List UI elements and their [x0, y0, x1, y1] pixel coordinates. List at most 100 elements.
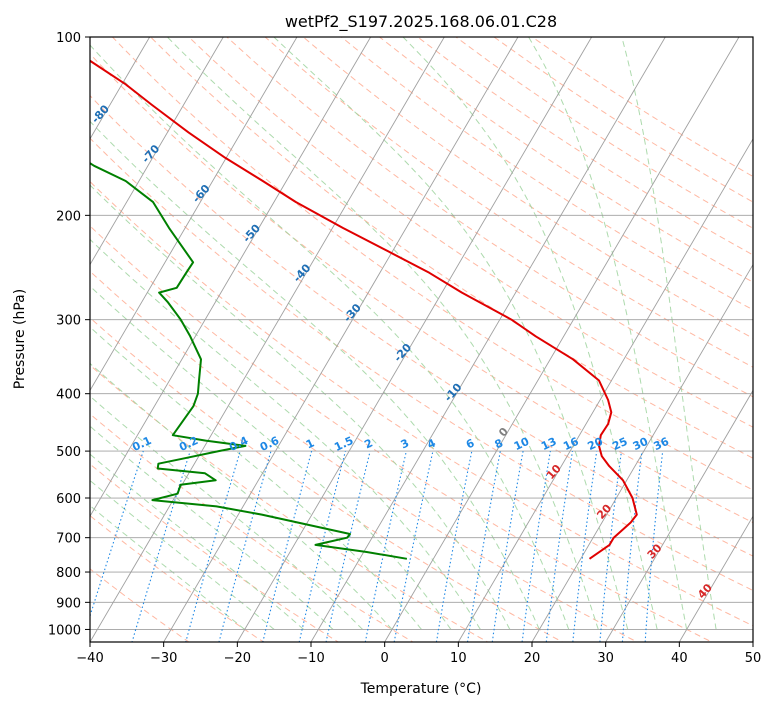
mixing-ratio-label: 16 — [561, 435, 581, 453]
chart-title: wetPf2_S197.2025.168.06.01.C28 — [285, 12, 557, 32]
dry-adiabat-line — [416, 37, 753, 256]
y-tick-label: 900 — [56, 596, 81, 611]
dry-adiabat-line — [264, 37, 753, 368]
isotherm-line — [310, 37, 666, 642]
isotherm-label: -40 — [291, 261, 314, 285]
x-tick-label: −40 — [76, 651, 103, 666]
isotherm-label: -60 — [190, 182, 213, 206]
mixing-ratio-line — [545, 451, 574, 642]
moist-adiabat-line — [402, 37, 658, 630]
isotherm-label: 40 — [695, 581, 715, 601]
moist-adiabat-line — [90, 505, 245, 630]
x-tick-label: −20 — [224, 651, 251, 666]
isotherm-line — [457, 137, 753, 642]
isotherm-line — [384, 37, 740, 642]
y-tick-label: 700 — [56, 532, 81, 547]
x-axis: −40 −30 −20 −10 0 10 20 30 40 50 — [76, 642, 761, 666]
isotherm-line — [531, 263, 753, 642]
dry-adiabat-line — [90, 270, 639, 642]
dry-adiabat-line — [90, 568, 190, 642]
mixing-ratio-label: 2 — [362, 436, 374, 451]
sounding-profiles — [90, 59, 638, 560]
mixing-ratio-line — [393, 450, 434, 642]
dry-adiabat-line — [226, 37, 753, 398]
dry-adiabat-line — [302, 37, 753, 339]
isotherm-line — [90, 37, 445, 642]
isotherm-line — [163, 37, 519, 642]
isotherm-label: -80 — [89, 102, 112, 126]
mixing-ratio-line — [466, 451, 501, 642]
isotherm-label: -10 — [442, 380, 465, 404]
mixing-ratio-line — [599, 451, 622, 642]
dry-adiabats — [90, 37, 753, 642]
dry-adiabat-line — [111, 37, 753, 491]
isobars — [90, 37, 753, 630]
y-tick-label: 100 — [56, 31, 81, 46]
x-tick-label: 30 — [597, 651, 614, 666]
mixing-ratio-line — [364, 450, 407, 642]
moist-adiabat-line — [166, 37, 599, 630]
x-tick-label: 20 — [524, 651, 541, 666]
moist-adiabat-line — [90, 326, 422, 630]
x-tick-label: 0 — [381, 651, 389, 666]
dry-adiabat-line — [493, 37, 753, 203]
isotherm-line — [90, 37, 372, 518]
y-tick-label: 600 — [56, 492, 81, 507]
x-tick-label: 50 — [745, 651, 762, 666]
isotherm-line — [236, 37, 593, 642]
moist-adiabat-line — [90, 285, 452, 630]
dry-adiabat-line — [90, 364, 489, 642]
moist-adiabat-line — [90, 238, 481, 630]
isotherm-label: -50 — [240, 221, 263, 245]
plot-frame — [89, 36, 754, 643]
mixing-ratio-label: 10 — [512, 435, 532, 453]
mixing-ratio-label: 13 — [539, 435, 558, 453]
mixing-ratio-line — [218, 450, 272, 642]
mixing-ratio-label: 4 — [425, 436, 438, 451]
isotherm-label: 20 — [594, 501, 614, 521]
mixing-ratio-line — [572, 451, 598, 642]
isotherm-line — [605, 389, 753, 642]
moist-adiabat-line — [273, 37, 629, 630]
isotherm-line — [678, 515, 753, 642]
mixing-ratio-line — [435, 450, 473, 642]
x-tick-label: −30 — [150, 651, 177, 666]
isotherm-line — [0, 37, 2, 642]
moist-adiabat-line — [528, 37, 688, 630]
mixing-ratio-line — [644, 451, 664, 642]
moist-adiabat-line — [621, 37, 717, 630]
dry-adiabat-line — [378, 37, 753, 283]
mixing-ratio-label: 3 — [399, 436, 411, 451]
x-axis-label: Temperature (°C) — [360, 681, 482, 697]
x-tick-label: 40 — [671, 651, 688, 666]
moist-adiabat-line — [90, 362, 393, 630]
mixing-ratio-lines — [90, 450, 664, 642]
moist-adiabat-line — [90, 184, 511, 630]
mixing-ratio-line — [521, 451, 551, 642]
isotherm-label: -30 — [341, 301, 364, 325]
dry-adiabat-line — [340, 37, 753, 311]
mixing-ratio-label: 30 — [631, 435, 651, 453]
moist-adiabats — [90, 37, 717, 630]
y-axis-label: Pressure (hPa) — [12, 289, 28, 389]
dry-adiabat-line — [90, 137, 753, 592]
mixing-ratio-line — [262, 450, 313, 642]
mixing-ratio-label: 1 — [304, 436, 316, 451]
mixing-ratio-line — [325, 450, 371, 642]
temperature-line — [90, 59, 638, 560]
y-tick-label: 300 — [56, 314, 81, 329]
mixing-ratio-label: 20 — [586, 435, 606, 453]
dry-adiabat-line — [188, 37, 753, 428]
mixing-ratio-line — [621, 451, 643, 642]
y-tick-label: 200 — [56, 209, 81, 224]
moist-adiabat-line — [90, 44, 570, 630]
isotherm-label: 10 — [544, 462, 564, 482]
y-tick-label: 500 — [56, 445, 81, 460]
dry-adiabat-line — [149, 37, 753, 459]
mixing-ratio-line — [491, 450, 524, 642]
dewpoint-line — [90, 162, 408, 560]
isotherm-label: -20 — [391, 341, 414, 365]
